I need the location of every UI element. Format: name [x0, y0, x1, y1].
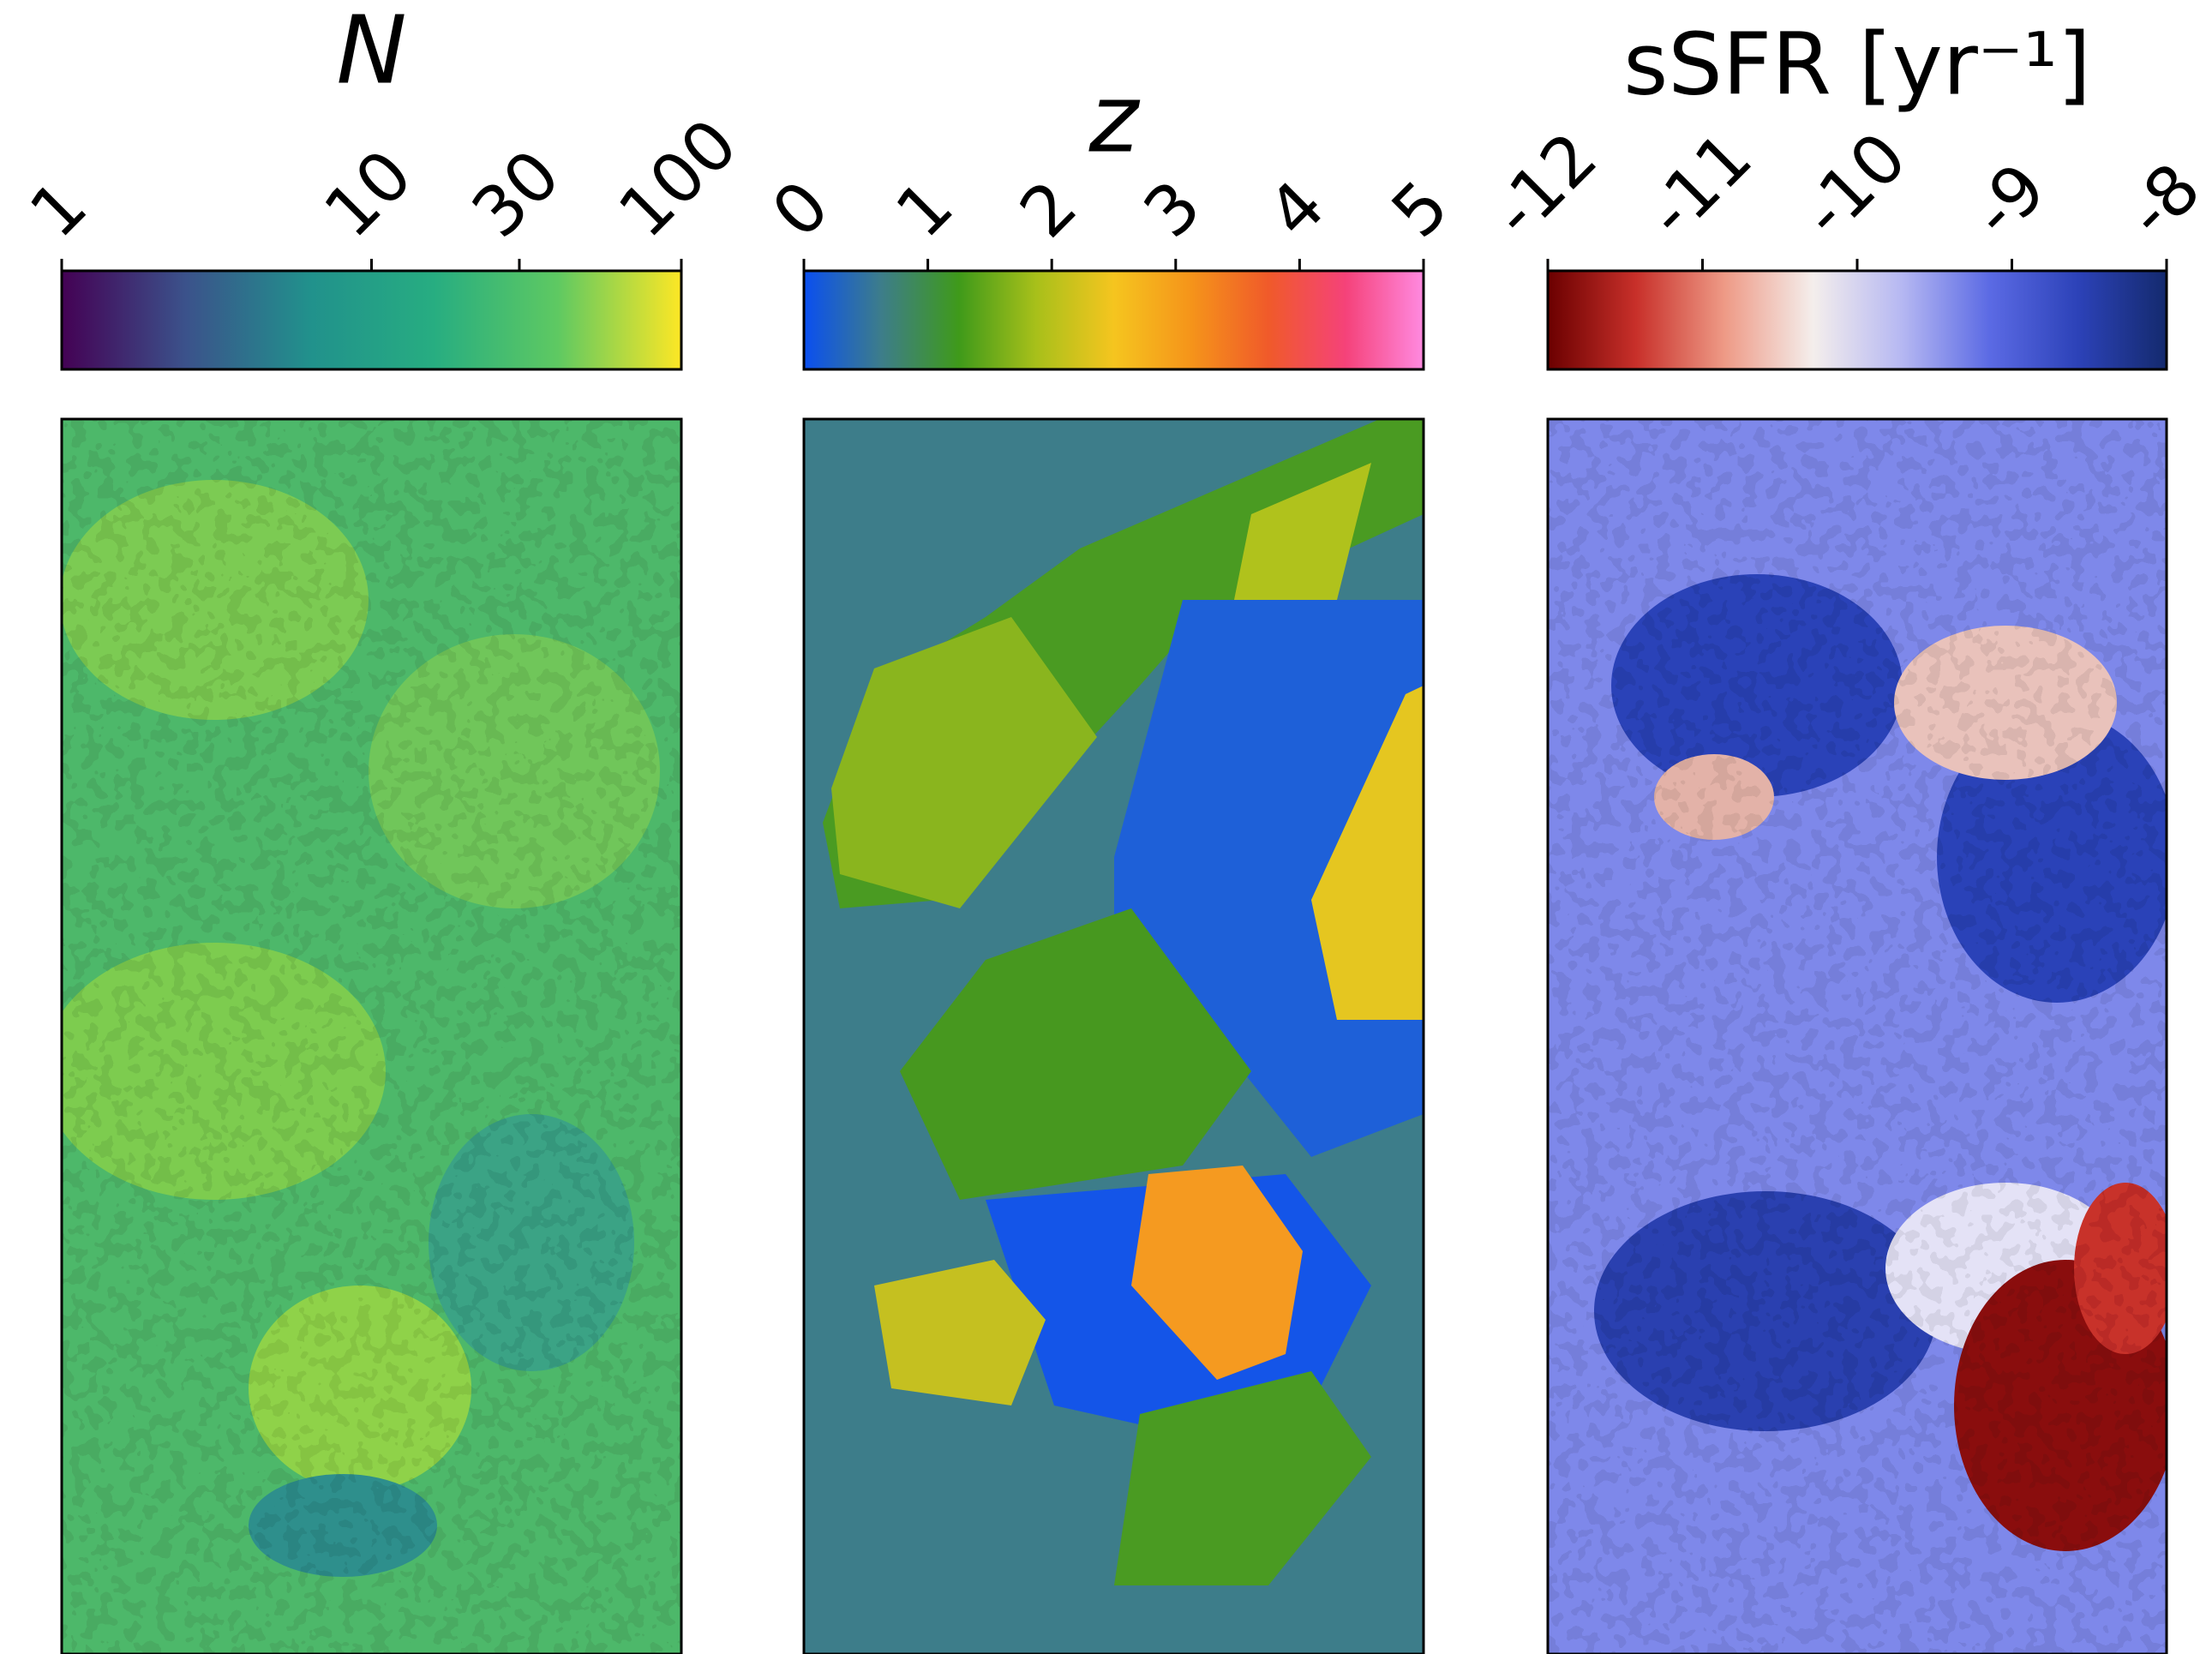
colorbar: [60, 269, 683, 371]
tick-label: 30: [457, 135, 575, 253]
tick-label: 10: [309, 135, 428, 253]
frame: [802, 417, 1425, 1654]
tick-label: 3: [1129, 165, 1216, 253]
colorbar-title: z: [1088, 63, 1141, 173]
tick-label: 0: [757, 165, 844, 253]
ssfr-map: [1548, 419, 2167, 1654]
frame: [1546, 417, 2168, 1654]
tick-label: 1: [15, 165, 102, 253]
tick-label: -12: [1477, 117, 1612, 253]
colorbar-title: N: [336, 0, 406, 105]
tick-label: 1: [881, 165, 968, 253]
tick-label: -8: [2111, 148, 2212, 253]
colorbar-title: sSFR [yr⁻¹]: [1623, 14, 2091, 114]
tick-label: 4: [1253, 165, 1340, 253]
z-map: [804, 419, 1424, 1654]
tick-label: 100: [603, 104, 752, 253]
tick-label: -10: [1786, 117, 1921, 253]
tick-label: 2: [1004, 165, 1092, 253]
n-map: [62, 419, 681, 1654]
tick-label: -11: [1632, 117, 1767, 253]
tick-label: -9: [1957, 148, 2061, 253]
colorbar: [802, 269, 1425, 371]
frame: [60, 417, 683, 1654]
tick-label: 5: [1376, 165, 1464, 253]
colorbar: [1546, 269, 2168, 371]
